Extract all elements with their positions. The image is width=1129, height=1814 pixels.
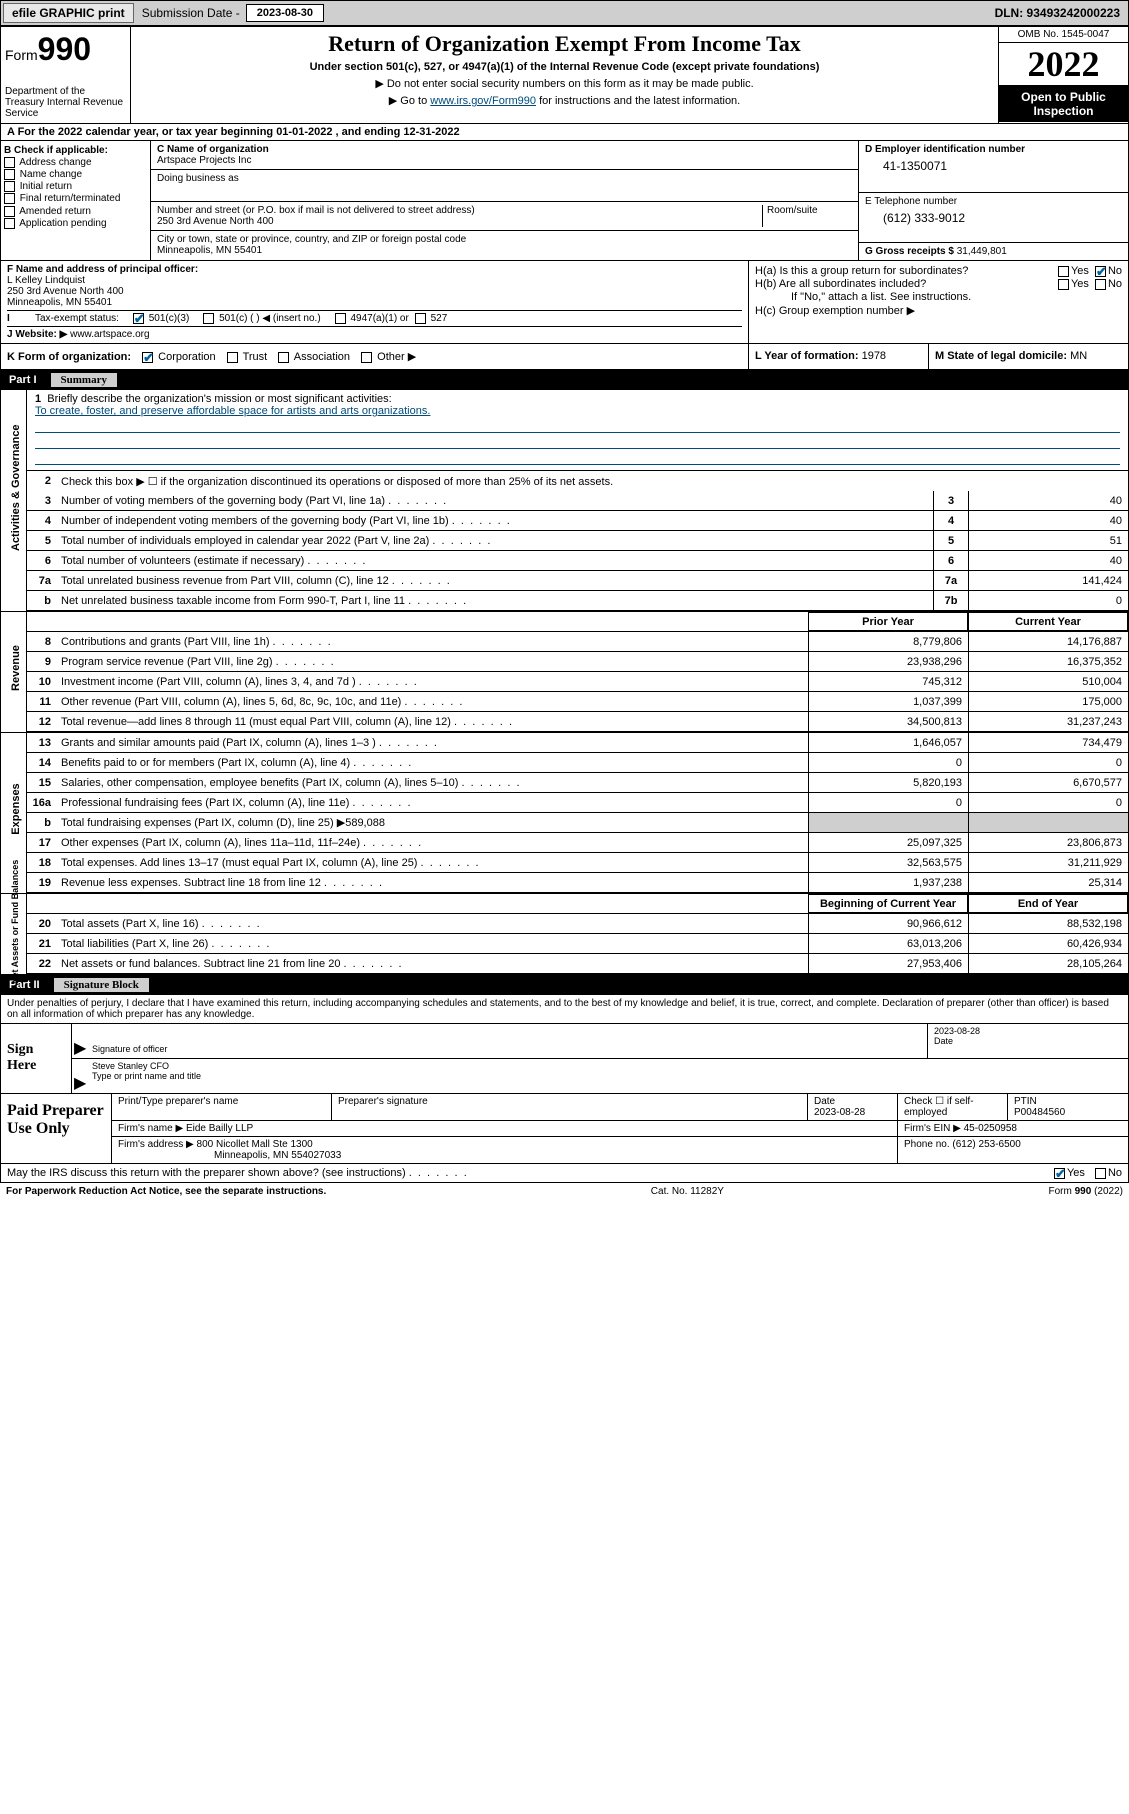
row-a-tax-year: A For the 2022 calendar year, or tax yea… (0, 124, 1129, 141)
firm-ein: 45-0250958 (964, 1123, 1017, 1134)
ptin: P00484560 (1014, 1107, 1122, 1118)
tax-year: 2022 (999, 43, 1128, 86)
cb-trust[interactable] (227, 352, 238, 363)
activities-governance: Activities & Governance 1 Briefly descri… (0, 390, 1129, 612)
expenses: Expenses 13Grants and similar amounts pa… (0, 733, 1129, 894)
department: Department of the Treasury Internal Reve… (5, 86, 126, 119)
officer-signature: Steve Stanley CFO (92, 1061, 1122, 1071)
website: www.artspace.org (70, 329, 149, 340)
efile-button[interactable]: efile GRAPHIC print (3, 3, 134, 23)
officer-name: L Kelley Lindquist (7, 275, 742, 286)
org-name: Artspace Projects Inc (157, 155, 852, 166)
cb-application-pending[interactable] (4, 218, 15, 229)
org-city: Minneapolis, MN 55401 (157, 245, 852, 256)
cb-address-change[interactable] (4, 157, 15, 168)
net-assets: Net Assets or Fund Balances Beginning of… (0, 894, 1129, 975)
mission-text: To create, foster, and preserve affordab… (35, 405, 1120, 417)
section-klm: K Form of organization: Corporation Trus… (0, 344, 1129, 370)
gross-receipts: 31,449,801 (957, 246, 1007, 257)
cb-corp[interactable] (142, 352, 153, 363)
paid-preparer: Paid Preparer Use Only Print/Type prepar… (0, 1094, 1129, 1164)
form-note-1: ▶ Do not enter social security numbers o… (137, 77, 992, 90)
cb-ha-yes[interactable] (1058, 266, 1069, 277)
section-f: F Name and address of principal officer:… (1, 261, 748, 343)
revenue: Revenue Prior YearCurrent Year 8Contribu… (0, 612, 1129, 733)
cb-hb-yes[interactable] (1058, 279, 1069, 290)
section-deg: D Employer identification number 41-1350… (858, 141, 1128, 260)
section-fh: F Name and address of principal officer:… (0, 261, 1129, 344)
section-l: L Year of formation: 1978 (748, 344, 928, 369)
part-2-header: Part II Signature Block (0, 975, 1129, 995)
firm-name: Eide Bailly LLP (186, 1123, 253, 1134)
cb-ha-no[interactable] (1095, 266, 1106, 277)
cb-assoc[interactable] (278, 352, 289, 363)
cb-other[interactable] (361, 352, 372, 363)
form-note-2: ▶ Go to www.irs.gov/Form990 for instruct… (137, 94, 992, 107)
signature-intro: Under penalties of perjury, I declare th… (0, 995, 1129, 1024)
form-number: 990 (38, 31, 91, 67)
cb-501c3[interactable] (133, 313, 144, 324)
cb-amended-return[interactable] (4, 206, 15, 217)
ein: 41-1350071 (865, 155, 1122, 175)
cb-discuss-no[interactable] (1095, 1168, 1106, 1179)
part-1-header: Part I Summary (0, 370, 1129, 390)
sign-here: Sign Here ▶ Signature of officer 2023-08… (0, 1024, 1129, 1094)
section-m: M State of legal domicile: MN (928, 344, 1128, 369)
cb-name-change[interactable] (4, 169, 15, 180)
cb-final-return[interactable] (4, 193, 15, 204)
top-toolbar: efile GRAPHIC print Submission Date - 20… (0, 0, 1129, 26)
discuss-row: May the IRS discuss this return with the… (0, 1164, 1129, 1183)
telephone: (612) 333-9012 (865, 207, 1122, 227)
open-to-public: Open to Public Inspection (999, 86, 1128, 122)
section-k: K Form of organization: Corporation Trus… (1, 344, 748, 369)
cb-527[interactable] (415, 313, 426, 324)
cb-initial-return[interactable] (4, 181, 15, 192)
section-c: C Name of organization Artspace Projects… (151, 141, 858, 260)
org-address: 250 3rd Avenue North 400 (157, 216, 762, 227)
section-h: H(a) Is this a group return for subordin… (748, 261, 1128, 343)
firm-phone: (612) 253-6500 (952, 1139, 1020, 1150)
section-bcde: B Check if applicable: Address change Na… (0, 141, 1129, 261)
cb-501c[interactable] (203, 313, 214, 324)
submission-label: Submission Date - (136, 6, 246, 20)
cb-4947[interactable] (335, 313, 346, 324)
page-footer: For Paperwork Reduction Act Notice, see … (0, 1183, 1129, 1200)
form-header: Form990 Department of the Treasury Inter… (0, 26, 1129, 124)
irs-link[interactable]: www.irs.gov/Form990 (430, 95, 536, 107)
section-b: B Check if applicable: Address change Na… (1, 141, 151, 260)
submission-date: 2023-08-30 (246, 4, 324, 22)
omb-number: OMB No. 1545-0047 (999, 27, 1128, 43)
form-label: Form (5, 47, 38, 63)
cb-hb-no[interactable] (1095, 279, 1106, 290)
dln: DLN: 93493242000223 (987, 4, 1128, 22)
form-subtitle: Under section 501(c), 527, or 4947(a)(1)… (137, 61, 992, 73)
cb-discuss-yes[interactable] (1054, 1168, 1065, 1179)
form-title: Return of Organization Exempt From Incom… (137, 31, 992, 57)
